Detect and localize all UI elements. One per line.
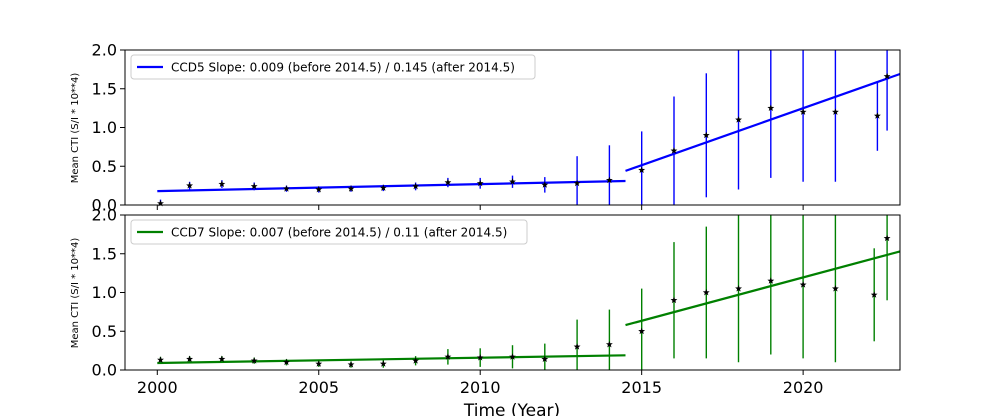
data-point-ccd7	[541, 355, 549, 363]
plot-area-ccd5	[157, 50, 901, 207]
data-point-ccd5	[509, 178, 516, 185]
data-point-ccd7	[638, 327, 646, 335]
data-point-ccd7	[444, 353, 452, 360]
data-point-ccd7	[573, 343, 581, 350]
data-point-ccd7	[605, 340, 613, 348]
x-tick-label: 2010	[460, 378, 501, 397]
data-point-ccd5	[315, 185, 323, 193]
data-point-ccd7	[283, 358, 290, 366]
data-point-ccd7	[250, 357, 258, 364]
panel-ccd7: 0.0 0.5 1.0 1.5 2.0 2000 2005 2010 2015 2020 Mea…	[70, 206, 901, 416]
legend-ccd5: CCD5 Slope: 0.009 (before 2014.5) / 0.14…	[130, 54, 536, 80]
data-point-ccd5	[670, 147, 678, 154]
data-point-ccd5	[883, 72, 891, 80]
data-point-ccd5	[412, 182, 420, 190]
data-point-ccd7	[883, 234, 891, 242]
data-point-ccd5	[379, 184, 387, 191]
data-point-ccd5	[444, 178, 452, 186]
legend-box-ccd7	[130, 219, 528, 245]
x-ticks-ccd5	[156, 205, 804, 210]
data-point-ccd5	[476, 179, 484, 187]
data-point-ccd7	[476, 354, 484, 361]
y-tick-label-ccd5: 0.0	[92, 196, 117, 215]
data-point-ccd5	[767, 104, 775, 112]
data-point-ccd7	[670, 296, 678, 304]
x-tick-label: 2020	[783, 378, 824, 397]
data-point-ccd5	[250, 182, 258, 190]
data-point-ccd5	[283, 185, 290, 192]
data-point-ccd7	[157, 356, 164, 363]
data-point-ccd5	[347, 185, 355, 192]
data-point-ccd7	[186, 355, 194, 363]
y-tick-label-ccd7: 1.0	[92, 283, 117, 302]
y-axis-label-ccd7: Mean CTI (S/I * 10**4)	[70, 238, 81, 349]
data-point-ccd7	[870, 291, 878, 298]
data-point-ccd5	[638, 166, 646, 174]
data-point-ccd5	[541, 181, 549, 188]
fit-line-ccd7-before	[157, 354, 626, 365]
x-tick-label: 2015	[621, 378, 662, 397]
y-tick-label-ccd5: 0.5	[92, 157, 117, 176]
plot-area-ccd7	[157, 215, 901, 370]
legend-entry-ccd5: CCD5 Slope: 0.009 (before 2014.5) / 0.14…	[171, 61, 515, 75]
data-point-ccd5	[735, 116, 742, 123]
data-point-ccd7	[509, 353, 516, 360]
data-point-ccd5	[873, 112, 881, 119]
data-point-ccd5	[831, 108, 839, 115]
y-tick-label-ccd7: 1.5	[92, 244, 117, 263]
data-point-ccd5	[186, 182, 194, 189]
panel-ccd5: 0.0 0.5 1.0 1.5 2.0 Mean CTI (S/I * 10**4) C…	[70, 41, 901, 215]
y-ticks-ccd5: 0.0 0.5 1.0 1.5 2.0	[92, 41, 125, 215]
data-point-ccd5	[702, 131, 710, 139]
data-point-ccd7	[412, 357, 420, 364]
fit-line-ccd7-after	[625, 250, 901, 327]
legend-ccd7: CCD7 Slope: 0.007 (before 2014.5) / 0.11…	[130, 219, 528, 245]
legend-entry-ccd7: CCD7 Slope: 0.007 (before 2014.5) / 0.11…	[171, 226, 507, 240]
legend-box-ccd5	[130, 54, 536, 80]
data-point-ccd7	[702, 288, 710, 296]
y-tick-label-ccd7: 2.0	[92, 206, 117, 225]
data-point-ccd5	[573, 179, 581, 187]
data-point-ccd5	[799, 108, 807, 115]
fit-line-ccd5-before	[157, 179, 626, 193]
data-point-ccd7	[735, 285, 742, 292]
data-point-ccd7	[799, 281, 807, 288]
x-ticks-ccd7: 2000 2005 2010 2015 2020	[137, 370, 824, 397]
data-point-ccd7	[347, 360, 355, 368]
y-tick-label-ccd7: 0.0	[92, 361, 117, 380]
data-point-ccd7	[767, 277, 775, 284]
data-point-ccd5	[605, 176, 613, 184]
data-point-ccd7	[379, 360, 387, 367]
y-tick-label-ccd5: 1.5	[92, 79, 117, 98]
x-axis-label: Time (Year)	[463, 401, 560, 416]
x-tick-label: 2005	[298, 378, 339, 397]
y-tick-label-ccd5: 1.0	[92, 118, 117, 137]
y-tick-label-ccd5: 2.0	[92, 41, 117, 60]
y-tick-label-ccd7: 0.5	[92, 322, 117, 341]
data-point-ccd5	[157, 199, 164, 207]
data-point-ccd5	[218, 180, 226, 187]
x-tick-label: 2000	[137, 378, 178, 397]
data-point-ccd7	[831, 285, 839, 292]
y-axis-label-ccd5: Mean CTI (S/I * 10**4)	[70, 73, 81, 184]
y-ticks-ccd7: 0.0 0.5 1.0 1.5 2.0	[92, 206, 125, 380]
fit-line-ccd5-after	[625, 72, 901, 172]
data-point-ccd7	[315, 360, 323, 367]
data-point-ccd7	[218, 355, 226, 363]
